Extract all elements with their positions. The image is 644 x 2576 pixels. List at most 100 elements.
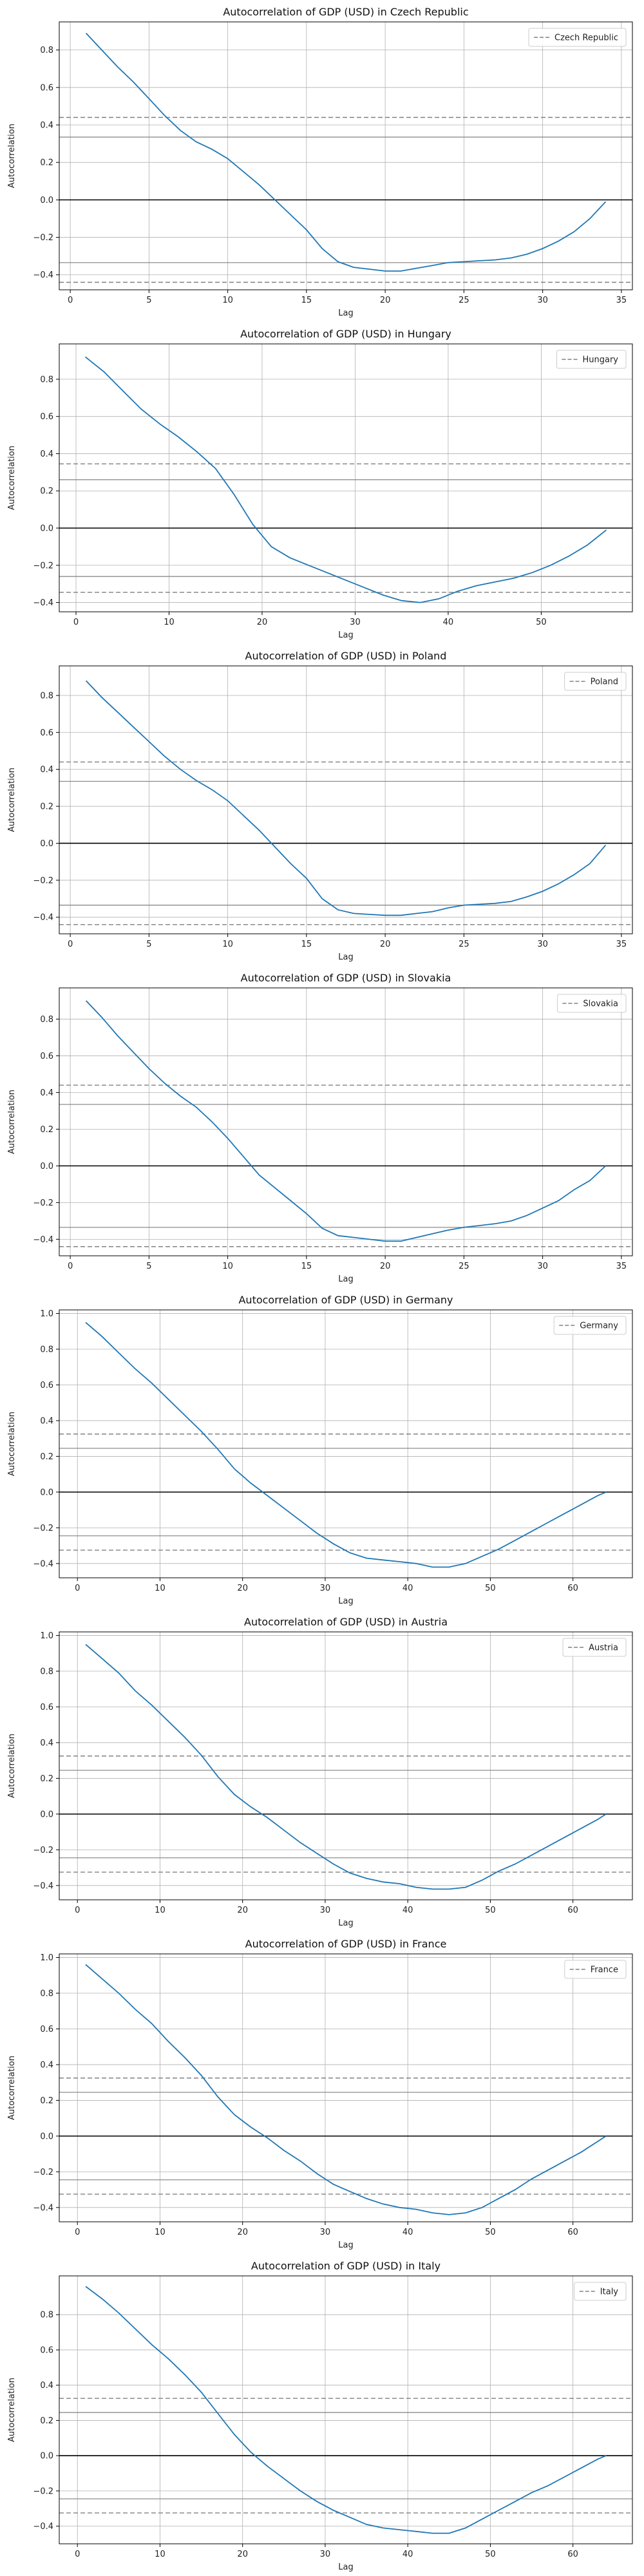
acf-point: [547, 1846, 549, 1847]
acf-point: [573, 1189, 574, 1190]
acf-point: [564, 2476, 565, 2477]
acf-chart-4: 0 10 20 30 40 50 60 −0.4 −0.2 0.0 0.2 0.4 0.6 0.8 1.0 A…: [7, 1294, 633, 1606]
acf-point: [495, 259, 496, 260]
x-tick-label: 30: [537, 1262, 548, 1271]
acf-point: [498, 2510, 499, 2511]
y-tick-label: 0.8: [40, 2311, 53, 2320]
acf-point: [511, 901, 512, 902]
acf-point: [383, 594, 384, 596]
x-axis-label: Lag: [338, 308, 353, 318]
acf-point: [178, 436, 179, 437]
acf-point: [448, 1566, 450, 1567]
x-tick-label: 40: [402, 2550, 413, 2559]
acf-point: [299, 2161, 301, 2162]
acf-point: [250, 2451, 251, 2452]
acf-point: [475, 585, 477, 586]
acf-point: [465, 1563, 466, 1564]
acf-point: [383, 2527, 384, 2528]
acf-point: [308, 565, 309, 566]
acf-chart-5: 0 10 20 30 40 50 60 −0.4 −0.2 0.0 0.2 0.4 0.6 0.8 1.0 A…: [7, 1616, 633, 1928]
acf-point: [349, 2517, 350, 2518]
y-tick-label: 0.4: [40, 765, 53, 775]
legend: Slovakia: [556, 994, 627, 1013]
acf-point: [200, 2391, 202, 2392]
acf-point: [526, 896, 527, 897]
chart-title: Autocorrelation of GDP (USD) in Czech Re…: [223, 6, 468, 18]
y-tick-label: −0.2: [33, 1846, 53, 1855]
acf-point: [431, 1566, 433, 1567]
y-tick-label: 0.8: [40, 1015, 53, 1025]
acf-chart-7: 0 10 20 30 40 50 60 −0.4 −0.2 0.0 0.2 0.4 0.6 0.8 Auto…: [7, 2260, 633, 2572]
x-tick-label: 60: [567, 1584, 578, 1593]
acf-point: [164, 115, 166, 116]
acf-point: [564, 2161, 565, 2162]
acf-point: [481, 2518, 482, 2519]
acf-point: [211, 1121, 213, 1122]
acf-point: [353, 1236, 354, 1238]
acf-chart-2: 0 5 10 15 20 25 30 35 −0.4 −0.2 0.0 0.2 0.4 0.6 0.8 Aut…: [7, 650, 633, 962]
x-tick-label: 50: [536, 618, 547, 627]
acf-point: [589, 218, 591, 219]
acf-point: [580, 1504, 582, 1505]
acf-point: [258, 184, 260, 185]
acf-series-line: [84, 356, 607, 603]
acf-point: [383, 1881, 384, 1882]
acf-point: [135, 1368, 136, 1369]
acf-point: [479, 1225, 480, 1226]
acf-point: [333, 1863, 334, 1864]
acf-point: [515, 2501, 516, 2502]
y-tick-label: 0.4: [40, 121, 53, 131]
acf-chart-3: 0 5 10 15 20 25 30 35 −0.4 −0.2 0.0 0.2 0.4 0.6 0.8 Aut…: [7, 972, 633, 1284]
acf-point: [353, 267, 354, 268]
acf-point: [151, 1705, 152, 1706]
acf-point: [316, 2501, 317, 2502]
x-tick-label: 15: [301, 940, 312, 949]
acf-chart-6: 0 10 20 30 40 50 60 −0.4 −0.2 0.0 0.2 0.4 0.6 0.8 1.0 A…: [7, 1938, 633, 2250]
chart-title: Autocorrelation of GDP (USD) in Poland: [245, 650, 447, 662]
y-tick-label: −0.4: [33, 2203, 53, 2213]
x-tick-label: 50: [485, 2228, 496, 2237]
acf-point: [399, 1883, 400, 1884]
acf-point: [234, 1794, 235, 1795]
legend: Poland: [564, 672, 627, 691]
acf-point: [234, 2434, 235, 2435]
acf-point: [605, 529, 607, 531]
acf-point: [542, 891, 543, 892]
acf-point: [605, 2455, 607, 2456]
acf-point: [184, 1736, 185, 1738]
acf-point: [337, 261, 339, 262]
acf-point: [384, 914, 386, 916]
x-tick-label: 10: [164, 618, 175, 627]
acf-point: [542, 1208, 543, 1209]
y-tick-label: 0.4: [40, 1738, 53, 1748]
x-tick-label: 35: [616, 940, 627, 949]
acf-chart-0: 0 5 10 15 20 25 30 35 −0.4 −0.2 0.0 0.2 0.4 0.6 0.8 Aut…: [7, 6, 633, 318]
acf-point: [511, 257, 512, 258]
x-axis-label: Lag: [338, 1274, 353, 1284]
acf-point: [217, 2412, 218, 2414]
acf-point: [227, 158, 228, 159]
x-tick-label: 25: [459, 1262, 469, 1271]
acf-point: [306, 229, 307, 231]
y-tick-label: −0.4: [33, 1235, 53, 1245]
acf-point: [431, 265, 433, 266]
acf-point: [103, 371, 104, 372]
acf-point: [569, 555, 570, 556]
acf-point: [270, 546, 272, 547]
acf-series-line: [85, 1643, 607, 1890]
acf-point: [117, 66, 118, 68]
acf-point: [250, 2126, 251, 2128]
chart-title: Autocorrelation of GDP (USD) in Italy: [251, 2260, 440, 2272]
acf-point: [267, 2137, 268, 2138]
y-tick-label: 0.2: [40, 2096, 53, 2106]
acf-chart-1: 0 10 20 30 40 50 −0.4 −0.2 0.0 0.2 0.4 0.6 0.8 Autoco…: [7, 328, 633, 640]
x-tick-label: 5: [146, 296, 151, 305]
acf-point: [140, 408, 142, 410]
plot-frame: [59, 665, 633, 934]
y-tick-label: 0.6: [40, 1381, 53, 1390]
acf-point: [243, 171, 244, 173]
acf-series-line: [85, 2286, 607, 2534]
y-tick-label: 0.6: [40, 1052, 53, 1061]
acf-point: [250, 1482, 251, 1484]
acf-point: [345, 580, 346, 581]
